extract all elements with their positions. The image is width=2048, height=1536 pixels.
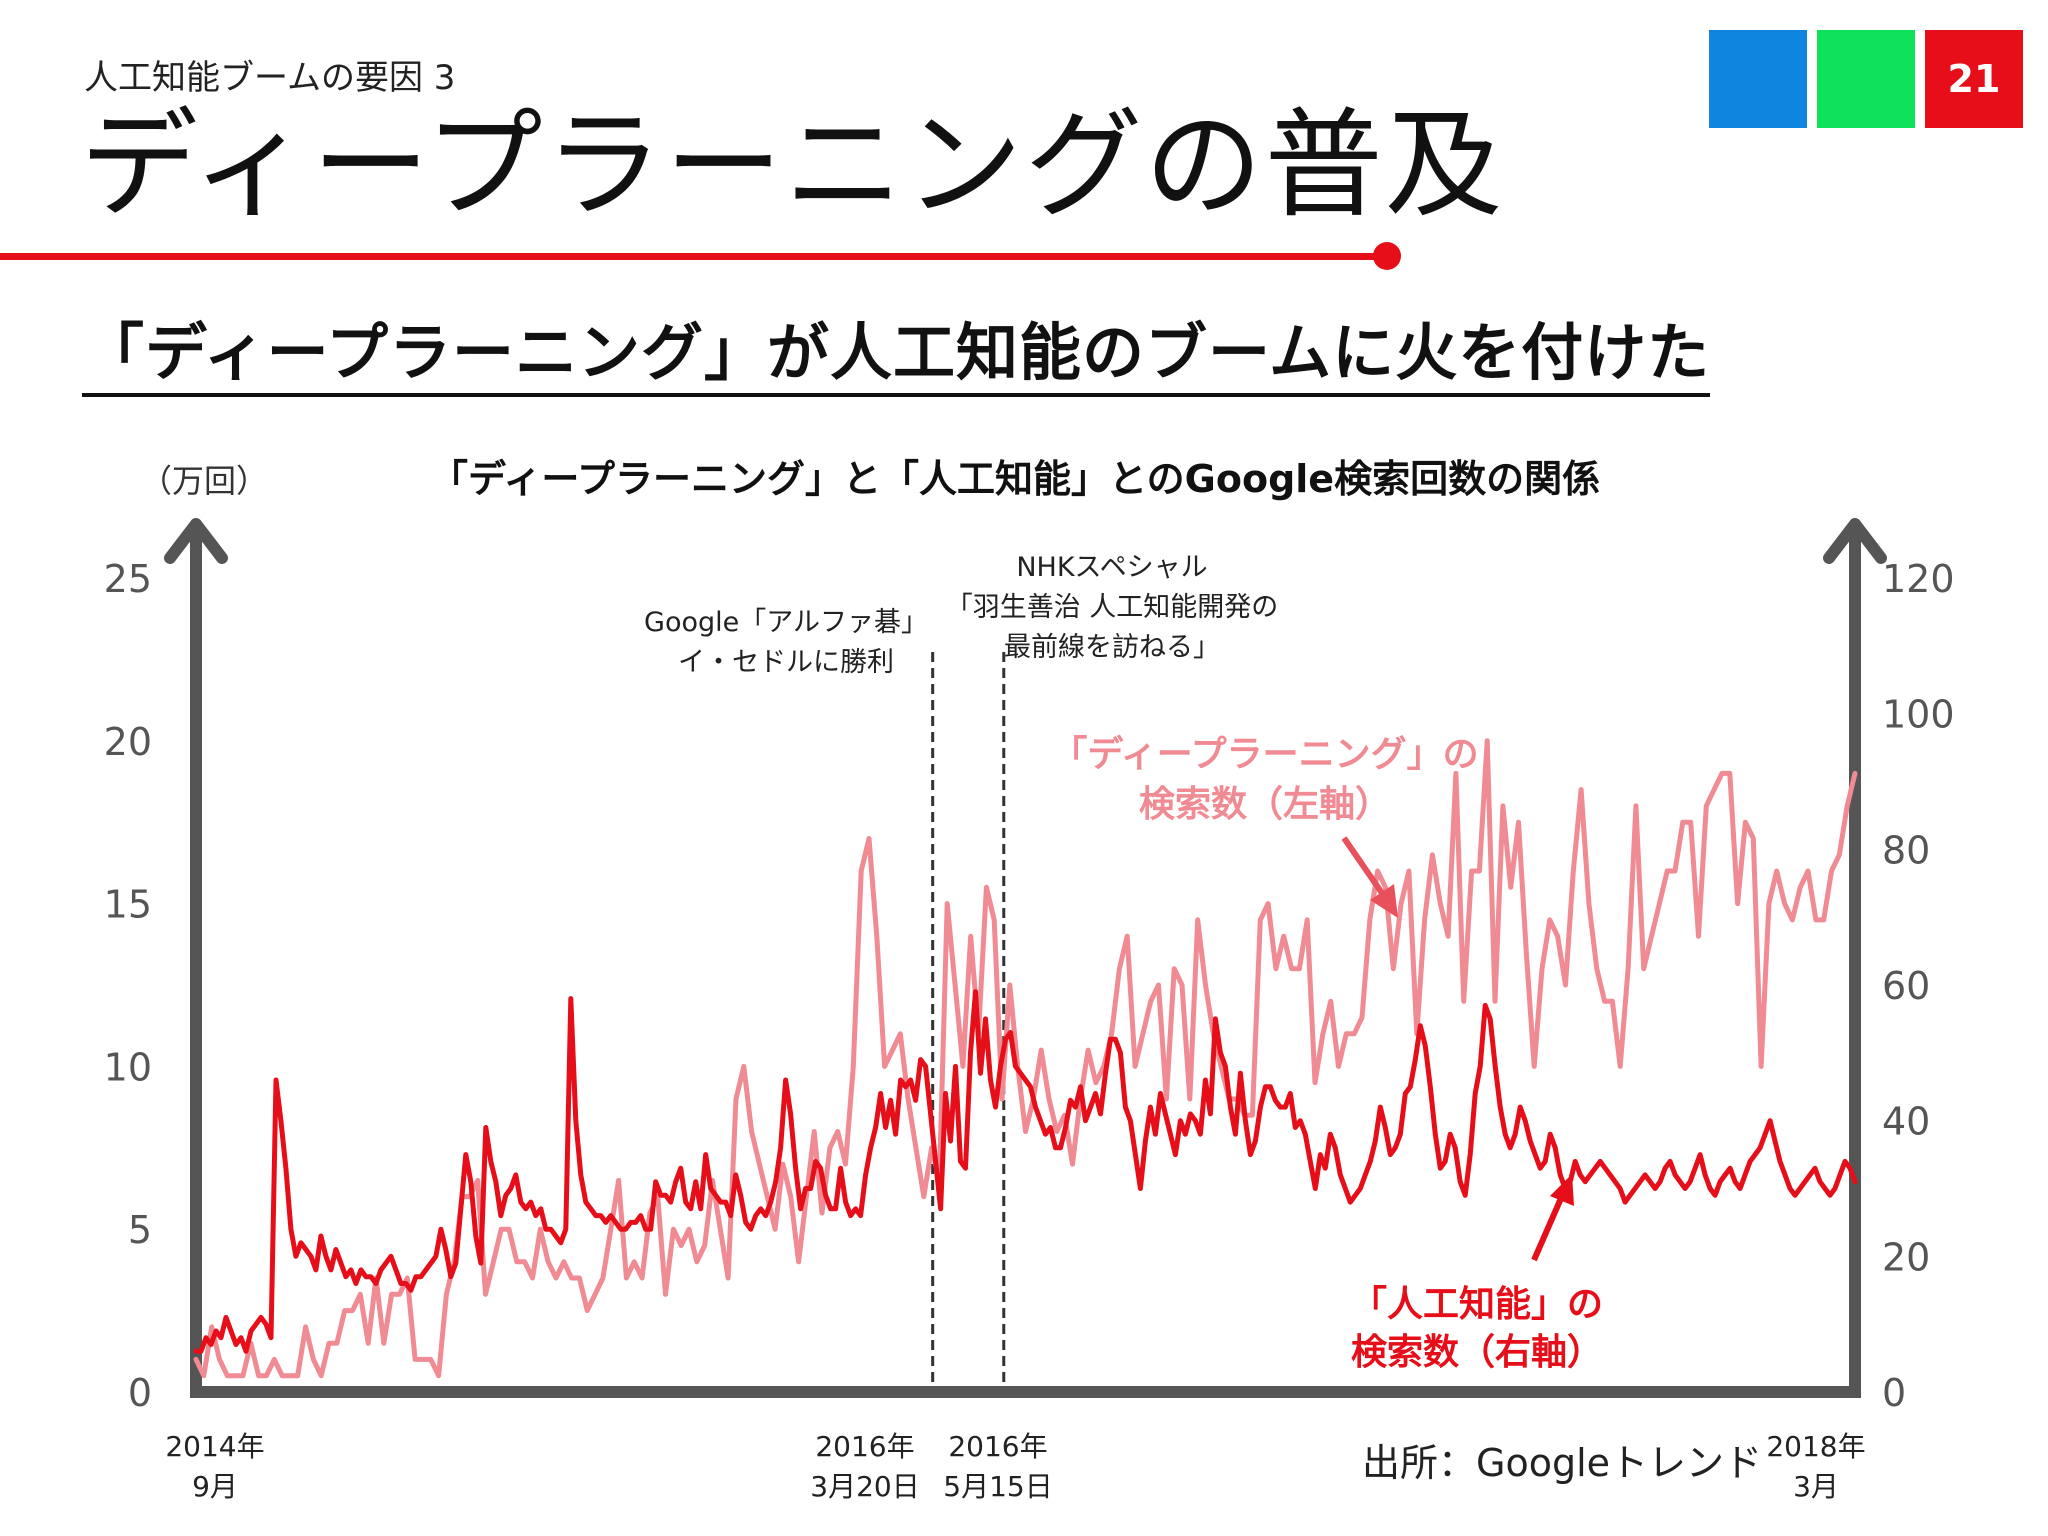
series-line-deep-learning <box>193 738 1858 1379</box>
label-arrow-ai-head <box>1550 1174 1574 1206</box>
event-label-alphago: Google「アルファ碁」 <box>644 607 928 638</box>
left-y-tick-label: 15 <box>104 883 152 927</box>
right-axis-arrow <box>1823 518 1887 564</box>
source-credit: 出所：Googleトレンド <box>1362 1441 1763 1485</box>
left-y-tick-label: 0 <box>128 1371 152 1415</box>
x-tick-label: 2018年 <box>1766 1430 1865 1463</box>
event-label-nhk: 最前線を訪ねる」 <box>1004 632 1220 663</box>
page-number: 21 <box>1925 30 2023 128</box>
event-label-nhk: 「羽生善治 人工知能開発の <box>946 592 1279 623</box>
x-tick-label: 3月20日 <box>810 1470 919 1503</box>
event-label-nhk: NHKスペシャル <box>1016 552 1207 583</box>
left-axis-unit: （万回） <box>140 462 269 500</box>
right-y-tick-label: 40 <box>1882 1100 1930 1144</box>
series-label-deep-learning: 「ディープラーニング」の <box>1051 733 1478 775</box>
blue-square <box>1709 30 1807 128</box>
label-arrow-ai <box>1531 1194 1565 1262</box>
label-arrow-deep-learning <box>1341 836 1387 898</box>
right-y-tick-label: 100 <box>1882 693 1955 737</box>
left-axis-arrow <box>164 518 228 564</box>
chart-title: 「ディープラーニング」と「人工知能」とのGoogle検索回数の関係 <box>430 457 1601 501</box>
title-underline-dot <box>1373 242 1401 270</box>
right-y-tick-label: 0 <box>1882 1371 1906 1415</box>
x-tick-label: 5月15日 <box>943 1470 1052 1503</box>
left-y-tick-label: 20 <box>104 720 152 764</box>
series-line-ai <box>193 989 1858 1354</box>
label-arrow-deep-learning-head <box>1370 884 1398 918</box>
green-square <box>1817 30 1915 128</box>
right-y-tick-label: 120 <box>1882 557 1955 601</box>
x-tick-label: 2016年 <box>948 1430 1047 1463</box>
x-tick-label: 2014年 <box>165 1430 264 1463</box>
series-label-deep-learning: 検索数（左軸） <box>1139 784 1391 825</box>
series-label-ai: 検索数（右軸） <box>1351 1332 1603 1373</box>
title-underline <box>0 253 1388 260</box>
left-y-tick-label: 25 <box>104 557 152 601</box>
x-tick-label: 3月 <box>1793 1470 1839 1503</box>
series-label-ai: 「人工知能」の <box>1351 1284 1603 1325</box>
right-y-tick-label: 60 <box>1882 964 1930 1008</box>
headline: 「ディープラーニング」が人工知能のブームに火を付けた <box>82 315 1711 397</box>
left-y-tick-label: 10 <box>104 1045 152 1089</box>
right-y-tick-label: 80 <box>1882 828 1930 872</box>
event-label-alphago: イ・セドルに勝利 <box>678 647 894 678</box>
x-tick-label: 2016年 <box>815 1430 914 1463</box>
left-y-tick-label: 5 <box>128 1208 152 1252</box>
slide-title: ディープラーニングの普及 <box>80 96 1505 234</box>
slide-eyebrow: 人工知能ブームの要因 3 <box>84 58 456 98</box>
right-y-tick-label: 20 <box>1882 1235 1930 1279</box>
x-tick-label: 9月 <box>192 1470 238 1503</box>
